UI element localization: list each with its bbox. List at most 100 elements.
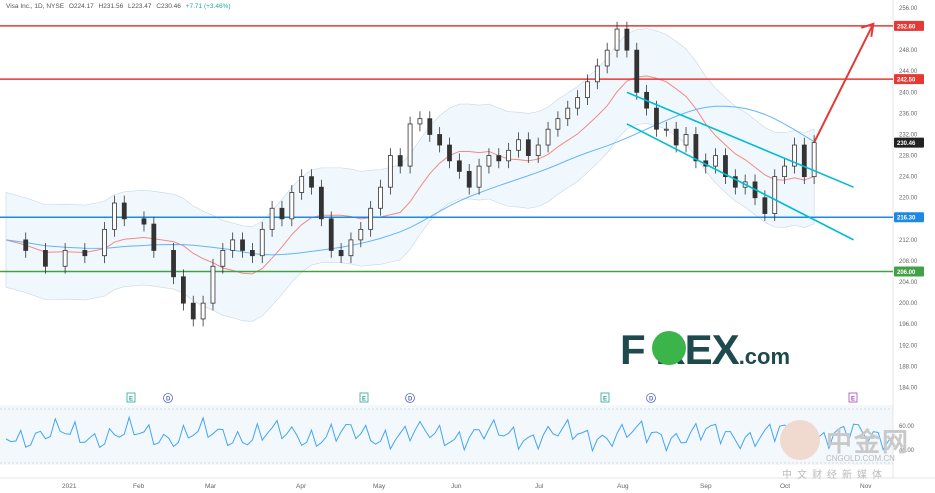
price-tag-label: 252.60 [897,24,916,30]
price-tick-label: 188.00 [899,364,918,370]
candle-body [624,28,630,51]
candle-body [348,239,354,257]
candle-body [121,202,127,220]
event-marker-label: E [129,397,133,403]
candle-body [673,128,679,146]
price-tick-label: 220.00 [899,196,918,202]
price-tick-label: 228.00 [899,154,918,160]
bullish-arrow[interactable] [813,23,875,143]
dividend-marker-icon[interactable] [163,393,173,403]
rsi-tick-label: 40.00 [899,448,915,454]
forex-watermark: F REX.com [620,326,790,374]
candle-body [506,149,512,162]
symbol-name[interactable]: Visa Inc., 1D, NYSE [6,3,65,10]
price-tick-label: 208.00 [899,259,918,265]
candle-body [378,186,383,209]
earnings-marker-icon[interactable] [126,392,136,403]
candle-body [289,192,295,220]
candle-body [210,265,216,304]
candle-body [112,202,117,230]
candle-body [230,239,236,251]
candle-body [801,144,807,178]
candle-body [220,250,226,267]
channel-upper-line[interactable] [626,91,854,188]
candle-body [200,302,206,320]
candle-body [279,207,285,220]
candle-body [151,223,157,251]
candle-body [102,228,107,257]
candle-body [190,302,196,320]
candle-body [683,134,689,146]
candle-body [299,176,305,193]
earnings-marker-icon[interactable] [359,392,369,403]
bollinger-band-area [5,28,815,322]
dividend-marker-icon[interactable] [405,393,415,403]
price-tag-label: 230.46 [897,141,916,147]
event-marker-label: D [166,397,171,403]
price-tag [894,212,924,223]
candle-body [43,250,48,267]
earnings-marker-icon[interactable] [600,392,610,403]
candle-body [466,170,472,188]
candle-body [171,250,176,278]
price-tag [894,266,924,277]
candle-body [575,97,581,109]
price-tag [894,74,924,85]
time-tick-label: Nov [860,483,872,490]
candle-body [663,128,669,131]
candle-body [328,218,334,251]
candle-body [368,207,374,230]
candle-body [772,176,778,214]
candle-body [387,155,393,188]
time-tick-label: Jul [535,483,544,490]
time-tick-label: Oct [780,483,790,490]
ohlc-low: L223.47 [128,3,152,10]
candle-body [516,139,521,151]
candle-body [309,176,314,188]
channel-lower-line[interactable] [626,123,854,241]
earnings-marker-icon[interactable] [848,392,858,403]
event-marker-label: D [408,397,413,403]
arrow-head-icon [860,22,875,37]
price-tick-label: 192.00 [899,343,918,349]
candle-body [614,28,620,51]
candle-body [723,155,728,178]
candle-body [535,144,541,156]
candle-body [693,134,699,162]
price-tag-label: 242.50 [897,78,916,84]
forex-logo-com: .com [738,344,791,369]
candle-body [249,250,255,257]
candle-body [476,165,482,188]
candle-body [269,207,275,230]
candle-body [594,65,600,83]
time-tick-label: Jun [451,483,462,490]
price-tag [894,137,924,148]
price-tick-label: 232.00 [899,132,918,138]
time-tick-label: 2021 [62,483,77,490]
candle-body [634,49,640,93]
rsi-tick-label: 60.00 [899,424,915,430]
rsi-line [5,415,894,453]
candle-body [713,155,718,167]
event-marker-label: E [851,397,855,403]
candle-body [447,144,452,162]
candle-body [82,250,88,257]
candle-body [407,123,413,167]
symbol-header: Visa Inc., 1D, NYSE O224.17 H231.56 L223… [6,3,234,10]
event-marker-label: E [362,397,366,403]
candle-body [141,218,147,225]
candle-body [732,176,738,188]
candle-body [417,118,423,125]
time-tick-label: Aug [617,483,629,490]
ohlc-close: C230.46 [156,3,181,10]
time-tick-label: Mar [205,483,217,490]
price-tick-label: 200.00 [899,301,918,307]
candle-body [23,239,29,251]
moving-average-line [5,105,815,256]
price-tick-label: 196.00 [899,322,918,328]
dividend-marker-icon[interactable] [646,393,656,403]
candle-body [427,118,433,135]
price-tick-label: 248.00 [899,48,918,54]
